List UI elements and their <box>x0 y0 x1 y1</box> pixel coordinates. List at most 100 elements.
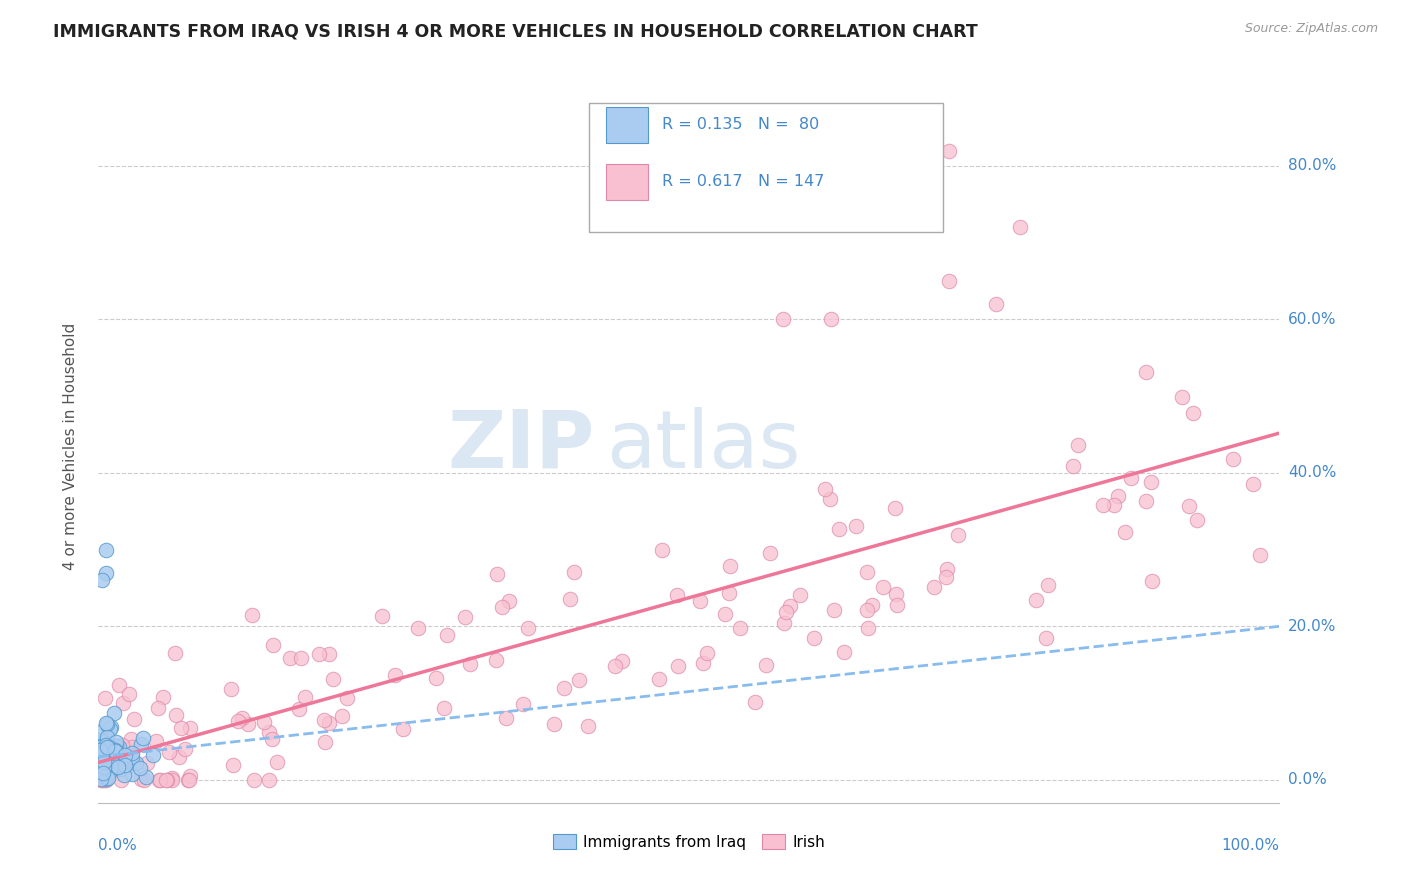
Point <box>93 758 115 772</box>
Point <box>104 735 127 749</box>
Point <box>266 755 288 769</box>
Point <box>117 758 139 772</box>
Point <box>94 744 117 758</box>
Point <box>332 708 354 723</box>
Point <box>93 764 115 778</box>
Point <box>91 741 114 756</box>
Point <box>820 312 842 326</box>
Point <box>832 645 855 659</box>
Point <box>91 746 114 760</box>
Point <box>146 701 169 715</box>
Point <box>89 761 111 775</box>
Point <box>89 772 111 786</box>
Point <box>108 678 131 692</box>
Point <box>392 722 415 736</box>
Point <box>107 760 129 774</box>
Point <box>1114 524 1136 539</box>
Point <box>728 621 751 635</box>
Point <box>1107 490 1129 504</box>
Point <box>129 772 152 786</box>
Point <box>90 772 112 787</box>
Point <box>1249 548 1271 562</box>
Point <box>97 772 120 786</box>
Point <box>543 717 565 731</box>
Text: ZIP: ZIP <box>447 407 595 485</box>
Point <box>814 482 837 496</box>
Point <box>94 742 117 756</box>
Point <box>495 711 517 725</box>
Point <box>803 632 825 646</box>
Point <box>94 737 117 751</box>
Point <box>576 719 599 733</box>
Point <box>179 769 201 783</box>
Point <box>314 735 336 749</box>
Point <box>610 654 633 668</box>
Point <box>94 766 117 780</box>
Point <box>517 621 540 635</box>
Point <box>1067 437 1090 451</box>
Bar <box>606 164 648 200</box>
Point <box>149 772 172 787</box>
Point <box>93 755 115 769</box>
Point <box>107 758 129 772</box>
Point <box>87 747 110 762</box>
Point <box>141 747 163 762</box>
Point <box>97 740 120 755</box>
Point <box>104 743 127 757</box>
Point <box>135 756 157 770</box>
Point <box>262 732 284 747</box>
Point <box>90 772 112 787</box>
Point <box>692 656 714 670</box>
Point <box>855 197 877 211</box>
Point <box>94 772 117 786</box>
Point <box>938 144 960 158</box>
Point <box>103 756 125 770</box>
Point <box>98 737 121 751</box>
Point <box>91 739 114 754</box>
Point <box>384 668 406 682</box>
Point <box>755 657 778 672</box>
Point <box>105 739 128 753</box>
Text: IMMIGRANTS FROM IRAQ VS IRISH 4 OR MORE VEHICLES IN HOUSEHOLD CORRELATION CHART: IMMIGRANTS FROM IRAQ VS IRISH 4 OR MORE … <box>53 22 979 40</box>
Point <box>290 651 312 665</box>
Point <box>115 742 138 756</box>
Point <box>160 771 183 785</box>
Point <box>883 501 905 516</box>
Point <box>856 602 879 616</box>
Point <box>744 695 766 709</box>
Point <box>856 620 879 634</box>
Point <box>498 594 520 608</box>
Point <box>458 657 481 672</box>
Point <box>157 745 180 759</box>
Point <box>90 754 112 768</box>
Point <box>259 772 281 787</box>
Point <box>148 772 170 787</box>
Point <box>121 739 143 754</box>
Point <box>651 543 673 558</box>
Point <box>294 690 316 704</box>
Point <box>1025 592 1047 607</box>
Bar <box>606 107 648 143</box>
Point <box>512 697 534 711</box>
Point <box>322 672 344 686</box>
Point <box>262 638 284 652</box>
Point <box>553 681 575 696</box>
Point <box>87 745 110 759</box>
Point <box>89 754 111 768</box>
Point <box>1062 458 1084 473</box>
Text: 20.0%: 20.0% <box>1288 619 1336 634</box>
Point <box>666 588 689 602</box>
Point <box>96 740 118 755</box>
Point <box>155 772 177 787</box>
Point <box>103 754 125 768</box>
Point <box>89 751 111 765</box>
Point <box>336 690 359 705</box>
Point <box>97 736 120 750</box>
Point <box>1177 500 1199 514</box>
Point <box>779 599 801 613</box>
Point <box>96 770 118 784</box>
Point <box>100 760 122 774</box>
Text: 0.0%: 0.0% <box>98 838 138 854</box>
Point <box>1135 365 1157 379</box>
Point <box>648 672 671 686</box>
